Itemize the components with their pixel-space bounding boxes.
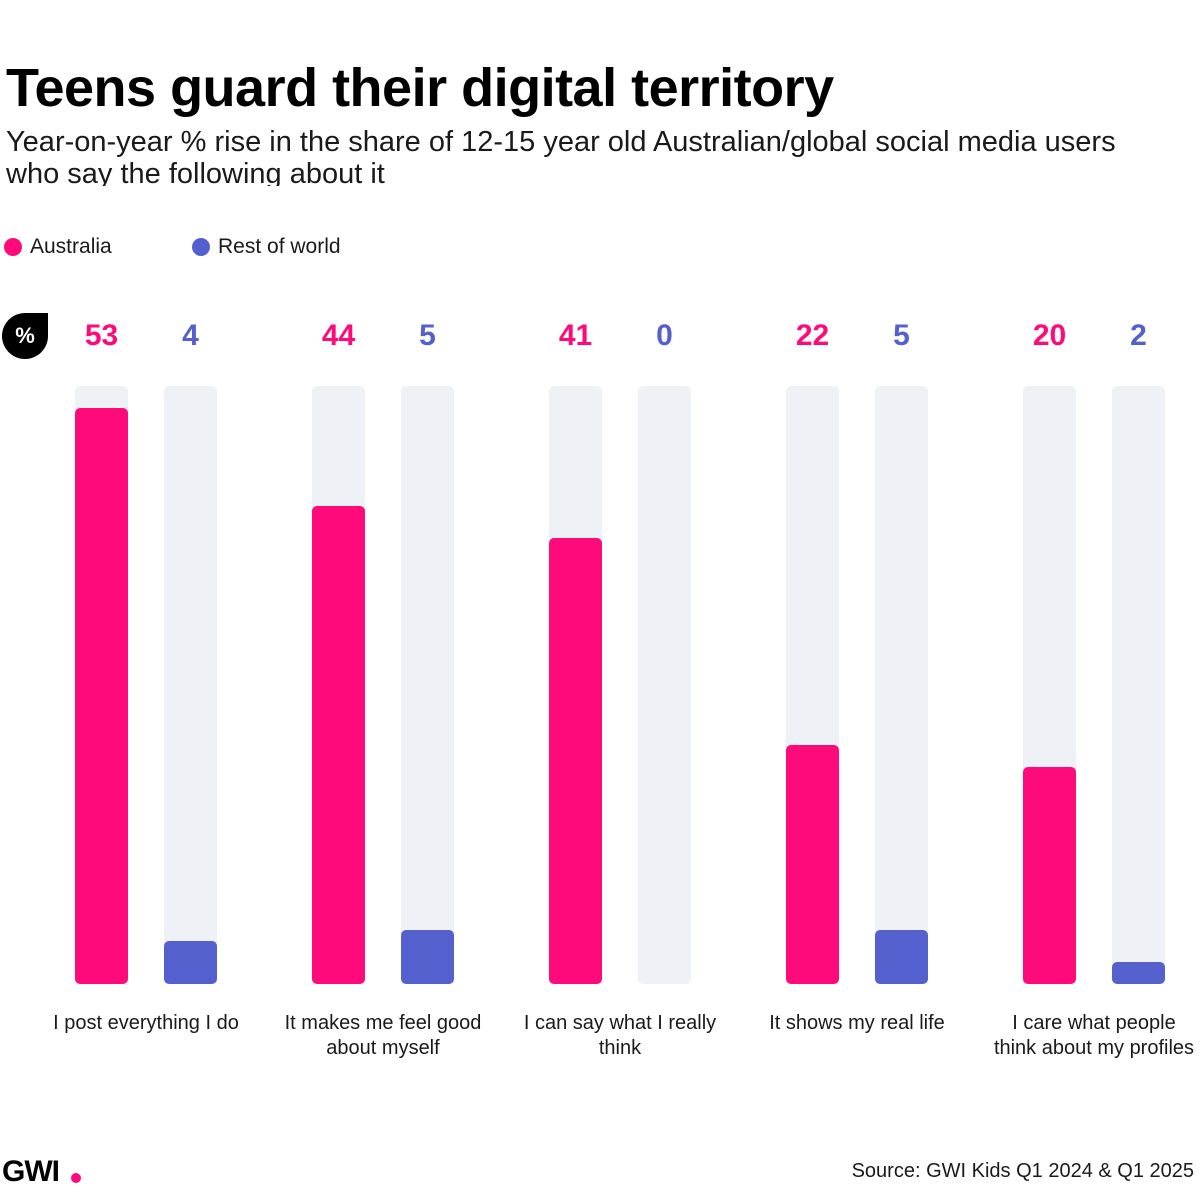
- value-label-australia: 44: [321, 319, 356, 352]
- value-label-rest-of-world: 0: [656, 319, 673, 352]
- gwi-logo: GWI: [2, 1155, 60, 1188]
- value-label-australia: 20: [1032, 319, 1067, 352]
- bar-track-rest-of-world: [875, 386, 928, 984]
- bar-rest-of-world: [875, 929, 928, 984]
- bar-track-rest-of-world: [638, 386, 691, 984]
- value-label-australia: 41: [558, 319, 593, 352]
- value-label-australia: 53: [84, 319, 119, 352]
- legend-label-rest-of-world: Rest of world: [218, 235, 341, 258]
- value-label-rest-of-world: 5: [419, 319, 436, 352]
- legend-dot-australia: [4, 238, 22, 256]
- bar-track-rest-of-world: [164, 386, 217, 984]
- category-label: It shows my real life: [769, 1012, 945, 1034]
- bar-australia: [786, 744, 839, 984]
- category-label: I can say what I really think: [523, 1012, 717, 1059]
- bar-australia: [549, 538, 602, 984]
- category-label: I care what people think about my profil…: [993, 1012, 1195, 1059]
- category-label: It makes me feel good about myself: [284, 1012, 482, 1059]
- legend-dot-rest-of-world: [192, 238, 210, 256]
- bar-rest-of-world: [164, 940, 217, 984]
- value-label-rest-of-world: 2: [1130, 319, 1147, 352]
- bar-australia: [1023, 766, 1076, 984]
- bar-australia: [312, 505, 365, 984]
- legend-label-australia: Australia: [30, 235, 112, 258]
- source-note: Source: GWI Kids Q1 2024 & Q1 2025: [851, 1160, 1194, 1182]
- percent-badge-icon: %: [2, 313, 48, 359]
- value-label-rest-of-world: 5: [893, 319, 910, 352]
- category-label: I post everything I do: [53, 1012, 239, 1034]
- value-label-australia: 22: [795, 319, 830, 352]
- chart-subtitle: Year-on-year % rise in the share of 12-1…: [6, 126, 1116, 186]
- bar-rest-of-world: [401, 929, 454, 984]
- bar-rest-of-world: [1112, 962, 1165, 984]
- bar-track-rest-of-world: [1112, 386, 1165, 984]
- bar-australia: [75, 407, 128, 984]
- logo-dot-icon: [71, 1173, 81, 1183]
- bar-track-rest-of-world: [401, 386, 454, 984]
- chart-title: Teens guard their digital territory: [6, 58, 834, 118]
- value-label-rest-of-world: 4: [182, 319, 199, 352]
